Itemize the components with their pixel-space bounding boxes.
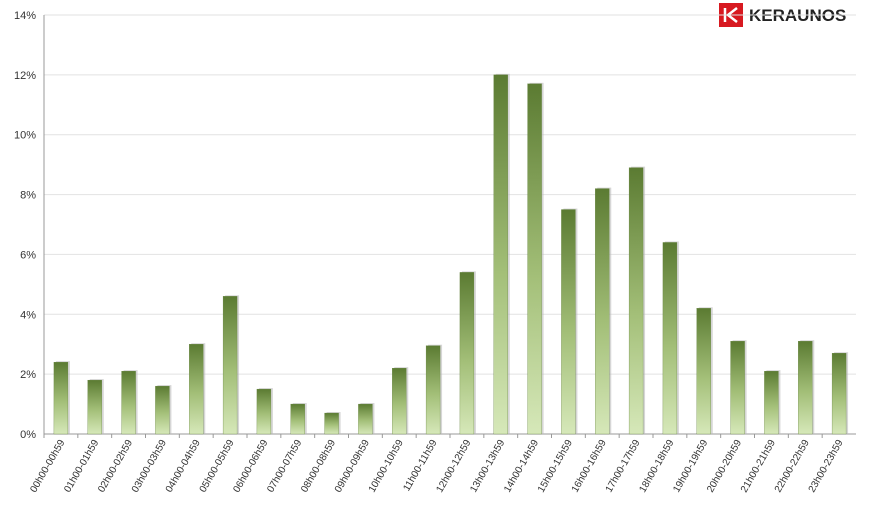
x-tick-label: 12h00-12h59 [435, 438, 474, 495]
bar [87, 379, 102, 435]
bar [324, 412, 339, 435]
bar [764, 370, 779, 435]
x-tick-label: 21h00-21h59 [739, 438, 778, 495]
bar [831, 353, 847, 435]
bar [493, 74, 508, 435]
x-tick-label: 11h00-11h59 [401, 438, 439, 494]
x-tick-label: 15h00-15h59 [536, 438, 575, 495]
x-tick-label: 01h00-01h59 [62, 438, 101, 495]
y-tick-label: 8% [20, 190, 36, 202]
bar [459, 272, 475, 435]
y-tick-label: 2% [20, 369, 36, 381]
x-tick-label: 06h00-06h59 [232, 438, 271, 495]
bar [155, 385, 170, 435]
y-tick-label: 6% [20, 249, 36, 261]
x-tick-label: 18h00-18h59 [638, 438, 677, 495]
x-tick-label: 04h00-04h59 [164, 438, 203, 495]
x-tick-label: 10h00-10h59 [367, 438, 406, 495]
x-tick-label: 03h00-03h59 [130, 438, 169, 495]
bar [425, 345, 441, 435]
x-tick-label: 00h00-00h59 [29, 438, 68, 495]
y-tick-label: 12% [14, 70, 36, 82]
x-tick-label: 09h00-09h59 [333, 438, 372, 495]
x-tick-label: 19h00-19h59 [671, 438, 710, 495]
bar [290, 403, 305, 435]
bar [121, 370, 136, 435]
x-tick-label: 14h00-14h59 [502, 438, 541, 495]
x-tick-label: 07h00-07h59 [265, 438, 304, 495]
x-tick-label: 23h00-23h59 [807, 438, 846, 495]
x-tick-label: 16h00-16h59 [570, 438, 609, 495]
x-tick-label: 05h00-05h59 [198, 438, 237, 495]
x-tick-label: 02h00-02h59 [96, 438, 135, 495]
bar [392, 368, 407, 435]
bar [730, 341, 745, 435]
bar [256, 388, 272, 435]
x-tick-label: 20h00-20h59 [705, 438, 744, 495]
bar [595, 188, 610, 435]
y-tick-label: 0% [20, 429, 36, 441]
y-tick-label: 14% [14, 10, 36, 22]
bar [358, 403, 373, 435]
x-tick-label: 17h00-17h59 [604, 438, 643, 495]
bar [189, 344, 204, 435]
y-tick-label: 4% [20, 309, 36, 321]
bar [798, 341, 813, 435]
y-tick-label: 10% [14, 130, 36, 142]
bar [628, 167, 644, 435]
x-tick-label: 08h00-08h59 [299, 438, 338, 495]
bar [561, 209, 576, 435]
bar [662, 242, 678, 435]
bar [527, 83, 542, 435]
bar [222, 296, 238, 435]
bar [696, 308, 711, 435]
bar [53, 362, 69, 435]
x-tick-label: 13h00-13h59 [468, 438, 507, 495]
x-tick-label: 22h00-22h59 [773, 438, 812, 495]
